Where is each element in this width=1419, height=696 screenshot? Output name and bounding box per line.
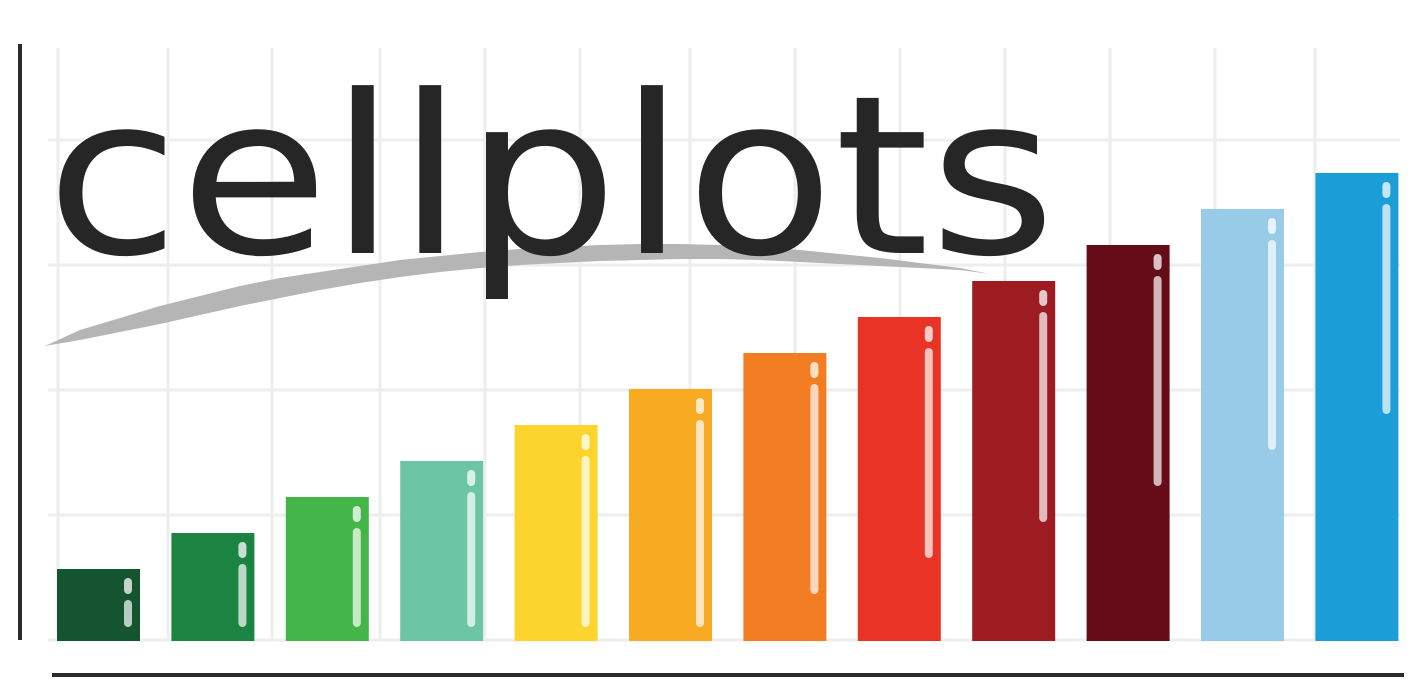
bar-highlight-dot xyxy=(1382,182,1391,198)
bar-highlight-dot xyxy=(1153,254,1162,270)
bar-highlight-dot xyxy=(238,542,247,558)
bar-highlight-stripe xyxy=(352,528,361,627)
bar-highlight-stripe xyxy=(810,384,819,594)
bar-highlight-stripe xyxy=(124,600,132,627)
bar-highlight-dot xyxy=(467,470,476,486)
bottom-rule-line xyxy=(52,673,1404,677)
bar-highlight-stripe xyxy=(1039,312,1048,522)
bar-highlight-stripe xyxy=(696,420,704,627)
bar-highlight-stripe xyxy=(1153,276,1162,486)
bar-highlight-stripe xyxy=(581,456,590,627)
bar-highlight-dot xyxy=(1039,290,1048,306)
bar-highlight-stripe xyxy=(924,348,933,558)
bar-highlight-stripe xyxy=(1268,240,1276,450)
bar-group xyxy=(57,173,1399,641)
bar-highlight-dot xyxy=(352,506,361,522)
bar-highlight-dot xyxy=(124,578,132,594)
background-grid xyxy=(48,48,1400,642)
bar-highlight-dot xyxy=(810,362,819,378)
left-axis-line xyxy=(18,44,22,640)
bar-highlight-stripe xyxy=(238,564,247,627)
bar-highlight-dot xyxy=(924,326,933,342)
bar-highlight-dot xyxy=(696,398,704,414)
wordmark: cellplots xyxy=(46,49,1056,306)
bar-highlight-dot xyxy=(581,434,590,450)
bar-highlight-dot xyxy=(1268,218,1276,234)
brush-swoosh xyxy=(45,244,990,346)
bar-highlight-stripe xyxy=(1382,204,1391,414)
bar-highlight-stripe xyxy=(467,492,476,627)
